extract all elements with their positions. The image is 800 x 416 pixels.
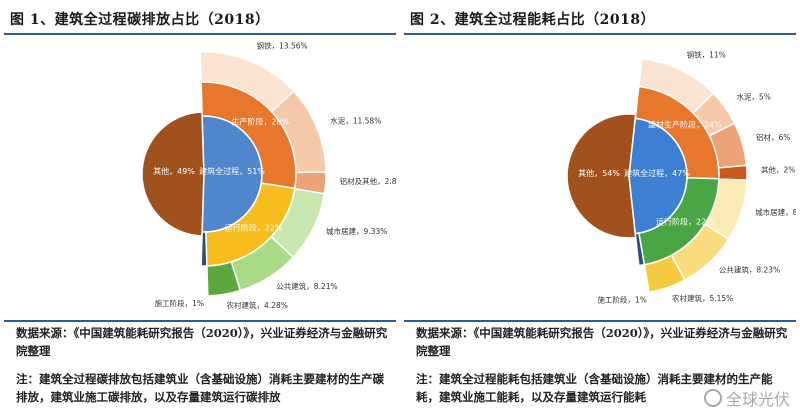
figure-1-bottom-rule (4, 320, 396, 322)
outer-label-2: 铝材，6% (756, 132, 790, 142)
outer-label-1: 水泥，5% (736, 91, 770, 101)
outer-label-1: 水泥，11.58% (330, 115, 381, 125)
inner-slice-other (141, 111, 205, 237)
outer-label-0: 钢铁，13.56% (257, 41, 308, 51)
middle-label-2: 施工阶段，1% (155, 298, 204, 308)
watermark-text: 全球光伏 (725, 390, 790, 409)
figure-1-title: 图 1、建筑全过程碳排放占比（2018） (10, 12, 270, 28)
middle-label-1: 运行阶段，22% (656, 217, 714, 227)
inner-label-other: 其他，49% (153, 166, 195, 176)
figure-1-note: 注：建筑全过程碳排放包括建筑业（含基础设施）消耗主要建材的生产碳排放，建筑业施工… (16, 372, 384, 404)
figure-2-note: 注：建筑全过程能耗包括建筑业（含基础设施）消耗主要建材的生产能耗，建筑业施工能耗… (416, 372, 773, 404)
figure-2-panel: 图 2、建筑全过程能耗占比（2018） 钢铁，11% 水泥，5% 铝材，6% 其他，2… (404, 0, 796, 416)
figure-2-top-rule (404, 33, 796, 35)
watermark: 全球光伏 (703, 386, 790, 410)
middle-label-0: 建材生产阶段，24% (648, 119, 722, 129)
middle-label-2: 施工阶段，1% (597, 295, 646, 305)
outer-label-4: 公共建筑，8.21% (276, 281, 337, 291)
figure-2-chart: 钢铁，11% 水泥，5% 铝材，6% 其他，2% 城市居建，8.50% 公共建筑，8.23… (566, 49, 796, 305)
inner-label-building: 建筑全过程，47% (624, 168, 690, 178)
middle-slice-2 (634, 232, 646, 267)
wechat-logo-icon (703, 389, 722, 407)
outer-label-3: 其他，2% (761, 164, 795, 174)
outer-slice-6 (643, 254, 686, 294)
figure-2-title: 图 2、建筑全过程能耗占比（2018） (410, 12, 656, 28)
outer-label-3: 城市居建，9.33% (326, 226, 387, 236)
figure-2-source: 数据来源：《中国建筑能耗研究报告（2020）》，兴业证券经济与金融研究院整理 (416, 326, 788, 358)
middle-slice-2 (200, 231, 208, 267)
inner-label-building: 建筑全过程，51% (199, 166, 265, 176)
middle-label-1: 运行阶段，22% (225, 222, 283, 232)
figure-1-panel: 图 1、建筑全过程碳排放占比（2018） 钢铁，13.56% 水泥，11.58% 铝… (4, 0, 396, 416)
figure-2-bottom-rule (404, 320, 796, 322)
outer-label-0: 钢铁，11% (687, 49, 726, 59)
outer-label-5: 农村建筑，4.28% (227, 300, 288, 310)
figure-1-top-rule (4, 33, 396, 35)
figure-1-source: 数据来源：《中国建筑能耗研究报告（2020）》，兴业证券经济与金融研究院整理 (16, 326, 388, 358)
outer-label-4: 城市居建，8.50% (755, 207, 796, 217)
outer-slice-5 (206, 260, 242, 297)
outer-label-5: 公共建筑，8.23% (719, 265, 780, 275)
inner-slice-other (566, 113, 637, 239)
outer-slice-3 (717, 164, 748, 181)
inner-label-other: 其他，54% (578, 168, 620, 178)
figure-1-chart: 钢铁，13.56% 水泥，11.58% 铝材及其他，2.82% 城市居建，9.33% 公… (141, 41, 396, 310)
outer-label-2: 铝材及其他，2.82% (340, 176, 396, 186)
outer-label-6: 农村建筑，5.15% (672, 293, 733, 303)
middle-label-0: 生产阶段，28% (231, 116, 289, 126)
